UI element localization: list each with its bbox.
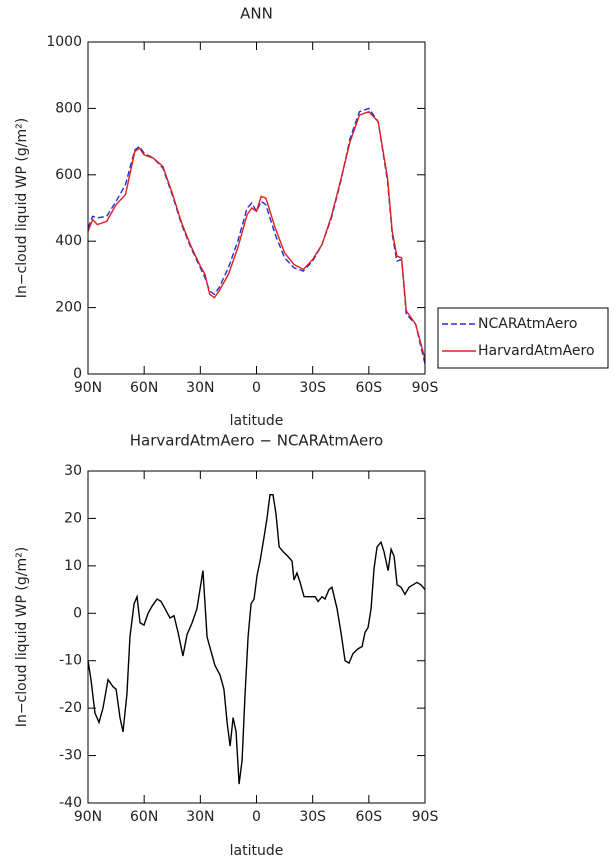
y-tick-label: 600 bbox=[55, 167, 82, 183]
y-axis-label: In−cloud liquid WP (g/m²) bbox=[14, 118, 30, 298]
chart-title: ANN bbox=[240, 5, 273, 23]
y-tick-label: 800 bbox=[55, 100, 82, 116]
y-tick-label: 1000 bbox=[46, 34, 82, 50]
data-line bbox=[87, 494, 426, 785]
x-tick-label: 60S bbox=[355, 380, 382, 396]
x-tick-label: 90N bbox=[74, 809, 102, 825]
y-tick-label: -20 bbox=[59, 700, 82, 716]
plot: HarvardAtmAero − NCARAtmAero latitude In−c… bbox=[14, 432, 438, 860]
x-tick-label: 0 bbox=[252, 809, 261, 825]
x-tick-label: 30N bbox=[186, 809, 214, 825]
y-tick-label: -40 bbox=[59, 795, 82, 811]
data-line bbox=[87, 107, 426, 365]
y-tick-label: -10 bbox=[59, 653, 82, 669]
x-tick-label: 60N bbox=[130, 809, 158, 825]
x-tick-label: 30N bbox=[186, 380, 214, 396]
y-axis-label: In−cloud liquid WP (g/m²) bbox=[14, 547, 30, 727]
x-tick-label: 90S bbox=[412, 809, 439, 825]
y-tick-label: 30 bbox=[64, 463, 82, 479]
chart-title: HarvardAtmAero − NCARAtmAero bbox=[130, 432, 383, 450]
y-tick-label: 0 bbox=[73, 605, 82, 621]
x-tick-label: 30S bbox=[299, 809, 326, 825]
data-line bbox=[87, 110, 426, 360]
legend-label: HarvardAtmAero bbox=[478, 343, 595, 359]
x-axis-label: latitude bbox=[230, 413, 284, 429]
legend-label: NCARAtmAero bbox=[478, 316, 577, 332]
y-tick-label: 0 bbox=[73, 366, 82, 382]
y-tick-label: 400 bbox=[55, 233, 82, 249]
y-tick-label: 20 bbox=[64, 510, 82, 526]
x-tick-label: 30S bbox=[299, 380, 326, 396]
legend-frame bbox=[437, 307, 609, 369]
x-tick-label: 90S bbox=[412, 380, 439, 396]
y-tick-label: 200 bbox=[55, 300, 82, 316]
plot: ANN latitude In−cloud liquid WP (g/m²) 0 200… bbox=[14, 5, 609, 429]
x-tick-label: 60N bbox=[130, 380, 158, 396]
plot-frame bbox=[87, 41, 426, 375]
x-tick-label: 60S bbox=[355, 809, 382, 825]
x-tick-label: 90N bbox=[74, 380, 102, 396]
x-axis-label: latitude bbox=[230, 843, 284, 859]
y-tick-label: 10 bbox=[64, 558, 82, 574]
y-tick-label: -30 bbox=[59, 748, 82, 764]
x-tick-label: 0 bbox=[252, 380, 261, 396]
plot-frame bbox=[87, 470, 426, 804]
